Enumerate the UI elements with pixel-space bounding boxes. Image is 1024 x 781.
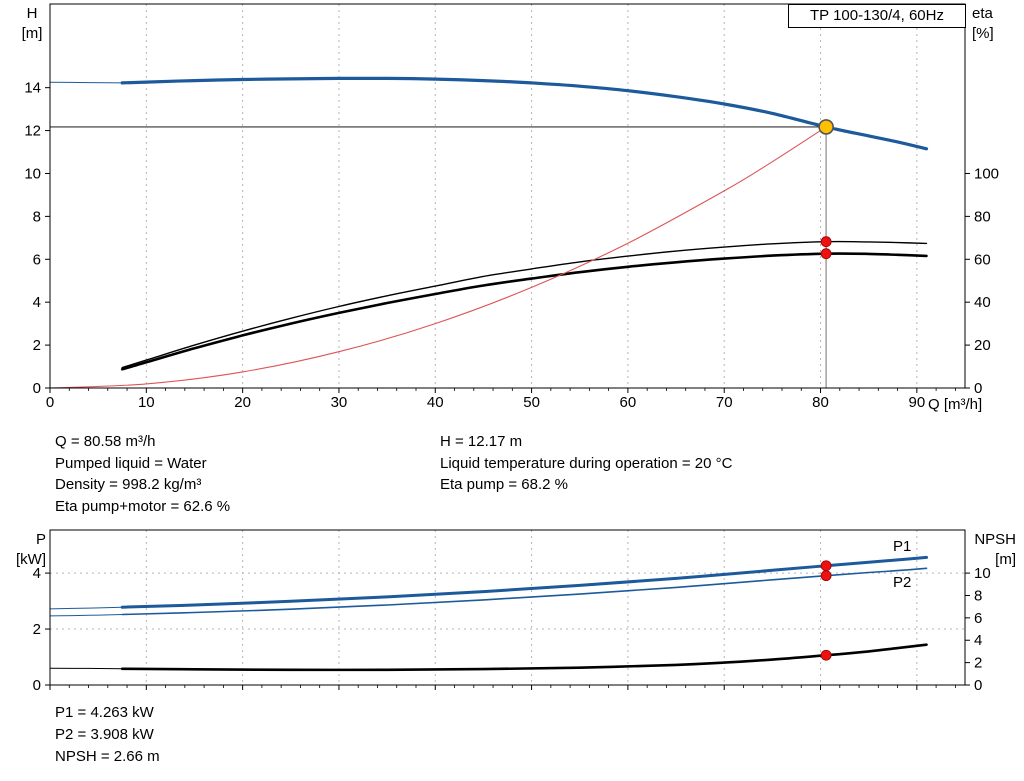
npsh-lead-curve — [49, 667, 123, 670]
p-axis-unit: P [kW] — [2, 530, 46, 570]
p1-lead-curve — [49, 606, 123, 610]
info-p2: P2 = 3.908 kW — [55, 726, 154, 743]
left-axis-tick-label: 0 — [33, 677, 41, 694]
info-flow: Q = 80.58 m³/h — [55, 433, 156, 450]
right-axis-tick-label: 80 — [974, 208, 991, 225]
system-curve-curve — [49, 126, 827, 389]
duty-info-bottom: P1 = 4.263 kW P2 = 3.908 kW NPSH = 2.66 … — [55, 702, 160, 768]
p-axis-measure: [kW] — [16, 551, 46, 568]
left-axis-tick-label: 14 — [24, 80, 41, 97]
eta-axis-unit: eta [%] — [972, 4, 1020, 44]
info-eta-pump-motor: Eta pump+motor = 62.6 % — [55, 497, 231, 515]
left-axis-tick-label: 12 — [24, 123, 41, 140]
p-axis-symbol: P — [35, 531, 46, 548]
x-axis-tick-label: 40 — [427, 394, 444, 411]
right-axis-tick-label: 0 — [974, 677, 982, 694]
p2-curve — [121, 567, 928, 616]
pump-model-label: TP 100-130/4, 60Hz — [810, 7, 944, 24]
p2-lead-curve — [49, 614, 123, 617]
duty-info-left: Q = 80.58 m³/h Pumped liquid = Water Den… — [55, 431, 230, 517]
right-axis-tick-label: 40 — [974, 294, 991, 311]
x-axis-tick-label: 50 — [523, 394, 540, 411]
info-head: H = 12.17 m — [440, 433, 523, 450]
h-q-lead-curve — [49, 81, 123, 84]
duty-info-right: H = 12.17 m Liquid temperature during op… — [440, 431, 732, 496]
p1-curve-label: P1 — [893, 538, 911, 555]
left-axis-tick-label: 4 — [33, 294, 41, 311]
eta-axis-measure: [%] — [972, 25, 994, 42]
npsh-axis-unit: NPSH [m] — [966, 530, 1016, 570]
operating-point[interactable] — [818, 119, 834, 135]
info-p1: P1 = 4.263 kW — [55, 704, 154, 721]
x-axis-tick-label: 10 — [138, 394, 155, 411]
right-axis-tick-label: 8 — [974, 587, 982, 604]
x-axis-tick-label: 90 — [908, 394, 925, 411]
qh-eta-chart: 0 10 20 30 40 50 60 70 80 90 0 2 4 6 8 10 12 14 0 20 40 60 80 1… — [24, 3, 999, 411]
plot-frame — [49, 3, 966, 389]
left-axis-tick-label: 2 — [33, 337, 41, 354]
h-axis-unit: H [m] — [12, 4, 52, 44]
x-axis-tick-label: 60 — [620, 394, 637, 411]
duty-marker — [820, 236, 832, 248]
info-density: Density = 998.2 kg/m³ — [55, 476, 202, 493]
duty-marker — [820, 248, 832, 260]
eta-axis-symbol: eta — [972, 5, 993, 22]
duty-marker — [820, 560, 832, 572]
right-axis-tick-label: 2 — [974, 655, 982, 672]
plot-frame — [49, 529, 966, 686]
right-axis-tick-label: 100 — [974, 165, 999, 182]
right-axis-tick-label: 0 — [974, 380, 982, 397]
h-axis-measure: [m] — [21, 25, 43, 42]
p1-curve — [120, 555, 928, 609]
npsh-curve — [120, 643, 928, 672]
info-liquid-temperature: Liquid temperature during operation = 20… — [440, 454, 733, 472]
duty-marker — [820, 649, 832, 661]
x-axis-tick-label: 0 — [46, 394, 54, 411]
left-axis-tick-label: 6 — [33, 251, 41, 268]
left-axis-tick-label: 8 — [33, 208, 41, 225]
x-axis-tick-label: 20 — [234, 394, 251, 411]
pump-model-badge: TP 100-130/4, 60Hz — [788, 4, 966, 28]
h-axis-symbol: H — [26, 5, 38, 22]
x-axis-tick-label: 80 — [812, 394, 829, 411]
q-axis-unit: Q [m³/h] — [928, 395, 1022, 415]
right-axis-tick-label: 6 — [974, 610, 982, 627]
left-axis-tick-label: 0 — [33, 380, 41, 397]
info-eta-pump: Eta pump = 68.2 % — [440, 476, 568, 493]
right-axis-tick-label: 20 — [974, 337, 991, 354]
npsh-axis-symbol: NPSH — [974, 531, 1016, 548]
left-axis-tick-label: 4 — [33, 565, 41, 582]
right-axis-tick-label: 4 — [974, 632, 982, 649]
right-axis-tick-label: 60 — [974, 251, 991, 268]
x-axis-tick-label: 30 — [331, 394, 348, 411]
q-axis-label: Q [m³/h] — [928, 396, 983, 413]
npsh-axis-measure: [m] — [995, 551, 1016, 568]
left-axis-tick-label: 2 — [33, 621, 41, 638]
duty-marker — [820, 570, 832, 582]
p2-curve-label: P2 — [893, 574, 911, 591]
power-npsh-chart: P1 P2 0 2 4 0 2 4 6 8 10 — [33, 529, 991, 694]
info-pumped-liquid: Pumped liquid = Water — [55, 454, 207, 472]
x-axis-tick-label: 70 — [716, 394, 733, 411]
info-npsh: NPSH = 2.66 m — [55, 748, 160, 765]
right-axis-tick-label: 10 — [974, 565, 991, 582]
left-axis-tick-label: 10 — [24, 165, 41, 182]
